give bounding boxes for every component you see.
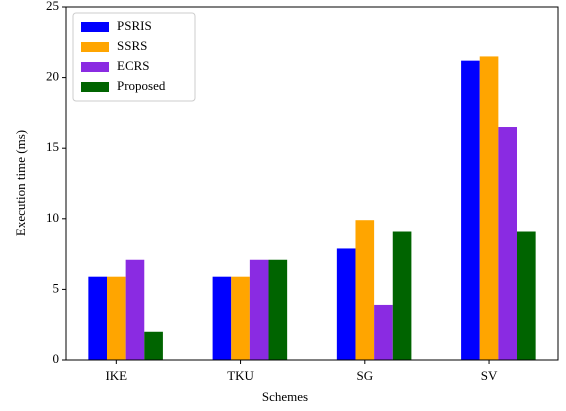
legend-label: PSRIS [117,18,152,33]
y-tick-label: 10 [46,210,59,225]
x-axis-label: Schemes [262,389,308,404]
plot-frame [65,6,559,361]
y-tick-label: 20 [46,69,59,84]
bar [88,276,107,360]
bar [212,276,232,360]
bar [144,331,163,360]
legend-swatch [81,22,109,32]
bar [498,127,517,361]
bar [461,60,480,360]
bar [479,56,499,361]
x-tick-label: SV [481,368,498,383]
bar [107,276,126,360]
bar [125,259,145,360]
y-tick-label: 0 [53,351,60,366]
legend-label: ECRS [117,58,150,73]
bar [392,231,412,360]
x-tick-label: IKE [105,368,127,383]
bar [268,259,288,360]
bar [231,276,250,360]
bar [374,304,393,360]
legend-label: SSRS [117,38,147,53]
legend-swatch [81,62,109,72]
x-tick-label: SG [356,368,373,383]
legend-swatch [81,82,109,92]
bar [249,259,269,360]
legend-box [72,12,196,102]
legend-label: Proposed [117,78,166,93]
bar [355,220,375,360]
y-tick-label: 15 [46,139,59,154]
x-tick-label: TKU [227,368,254,383]
legend-swatch [81,42,109,52]
bar [336,248,356,360]
y-tick-label: 25 [46,0,59,13]
y-axis-label: Execution time (ms) [13,130,28,236]
y-tick-label: 5 [53,280,60,295]
bar [517,231,536,360]
